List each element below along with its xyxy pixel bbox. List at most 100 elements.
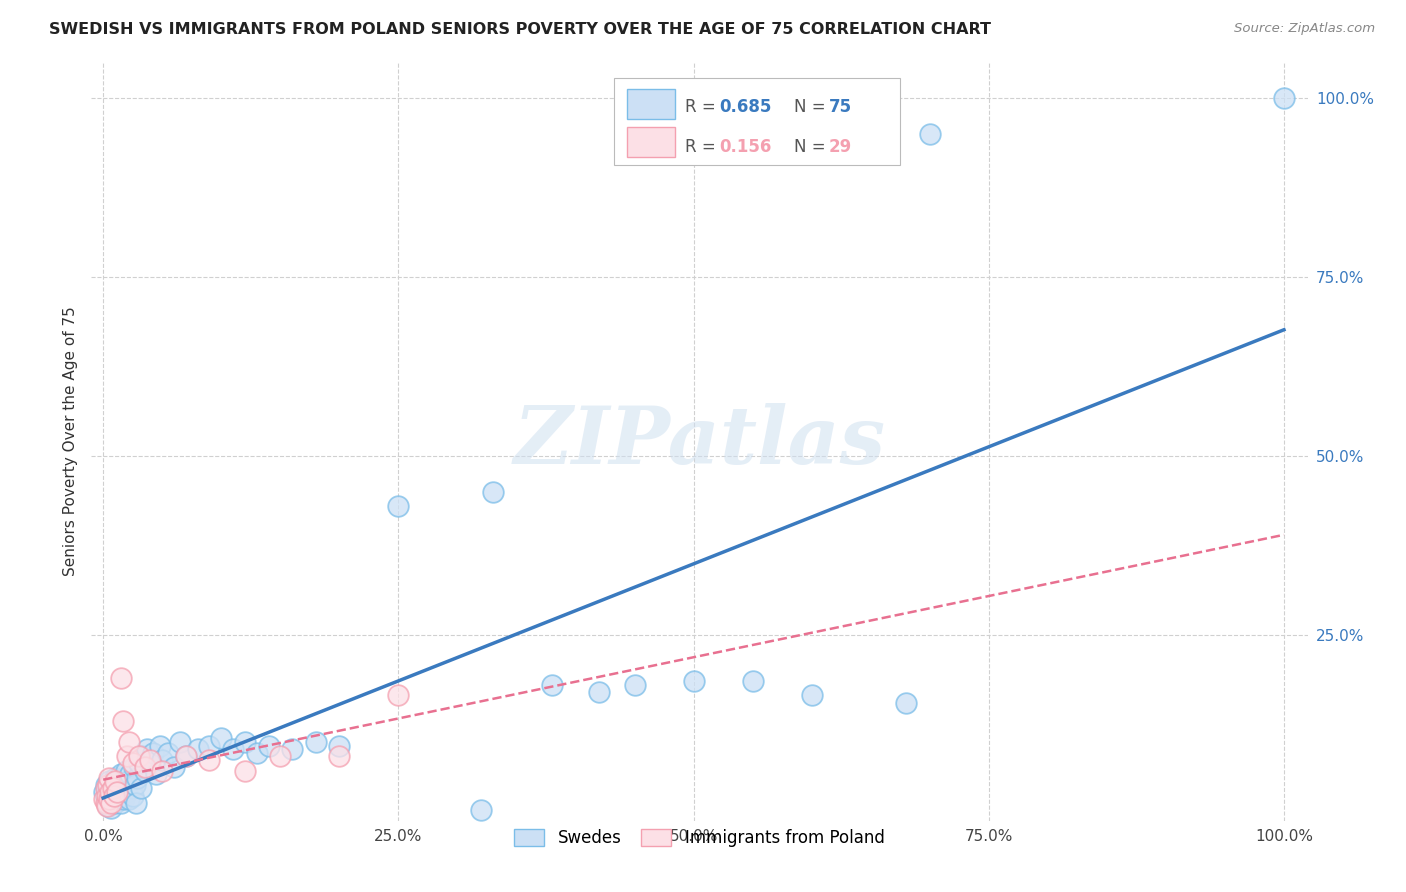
Point: [101, 792, 124, 806]
Point: [115, 785, 138, 799]
Point: [104, 796, 127, 810]
Point: [96, 781, 118, 796]
Point: [96, 789, 118, 803]
Point: [96, 796, 118, 810]
Point: [108, 785, 131, 799]
Point: [115, 749, 138, 764]
Point: [222, 742, 245, 756]
Point: [387, 499, 409, 513]
Point: [114, 792, 136, 806]
FancyBboxPatch shape: [614, 78, 900, 165]
Point: [246, 746, 269, 760]
Point: [187, 742, 209, 756]
Text: 29: 29: [828, 137, 852, 155]
Point: [97, 799, 120, 814]
Point: [118, 792, 141, 806]
Point: [198, 753, 221, 767]
Text: R =: R =: [685, 98, 721, 116]
Point: [281, 742, 304, 756]
Point: [121, 781, 143, 796]
Point: [101, 781, 124, 796]
Point: [209, 731, 232, 746]
Point: [98, 774, 121, 789]
Point: [269, 749, 291, 764]
Text: Source: ZipAtlas.com: Source: ZipAtlas.com: [1234, 22, 1375, 36]
Point: [482, 484, 505, 499]
Point: [121, 789, 143, 803]
Point: [157, 746, 180, 760]
Point: [139, 753, 162, 767]
Point: [98, 792, 121, 806]
Point: [105, 785, 128, 799]
FancyBboxPatch shape: [627, 127, 675, 157]
Point: [129, 781, 152, 796]
Point: [894, 696, 917, 710]
Legend: Swedes, Immigrants from Poland: Swedes, Immigrants from Poland: [508, 822, 891, 854]
Y-axis label: Seniors Poverty Over the Age of 75: Seniors Poverty Over the Age of 75: [62, 307, 77, 576]
Point: [122, 760, 145, 774]
Point: [101, 778, 124, 792]
Point: [93, 792, 115, 806]
Point: [541, 678, 564, 692]
Point: [233, 764, 256, 778]
Point: [100, 801, 122, 815]
Point: [174, 749, 197, 764]
Point: [110, 767, 132, 781]
Point: [125, 796, 148, 810]
Point: [128, 749, 150, 764]
Point: [93, 785, 115, 799]
Text: N =: N =: [794, 137, 831, 155]
Point: [98, 796, 121, 810]
Point: [94, 781, 117, 796]
Point: [94, 778, 117, 792]
Point: [103, 785, 125, 799]
Point: [682, 674, 704, 689]
Point: [918, 127, 941, 141]
Text: 0.685: 0.685: [718, 98, 772, 116]
Point: [1272, 91, 1295, 105]
Point: [128, 756, 150, 771]
Point: [98, 771, 121, 785]
Point: [110, 796, 132, 810]
Point: [117, 774, 139, 789]
Point: [107, 792, 129, 806]
Point: [588, 685, 610, 699]
Text: 75: 75: [828, 98, 852, 116]
Point: [107, 774, 129, 789]
Point: [198, 739, 221, 753]
Point: [104, 774, 127, 789]
Text: R =: R =: [685, 137, 721, 155]
Point: [124, 778, 146, 792]
Text: ZIPatlas: ZIPatlas: [513, 403, 886, 480]
Point: [134, 760, 156, 774]
Point: [100, 796, 122, 810]
Point: [98, 789, 121, 803]
Point: [112, 714, 135, 728]
Point: [127, 771, 149, 785]
Text: SWEDISH VS IMMIGRANTS FROM POLAND SENIORS POVERTY OVER THE AGE OF 75 CORRELATION: SWEDISH VS IMMIGRANTS FROM POLAND SENIOR…: [49, 22, 991, 37]
Point: [94, 796, 117, 810]
Point: [104, 771, 127, 785]
Point: [169, 735, 191, 749]
Point: [328, 749, 350, 764]
Point: [100, 781, 122, 796]
Point: [150, 753, 173, 767]
Point: [105, 789, 128, 803]
Point: [139, 756, 162, 771]
Point: [233, 735, 256, 749]
Point: [145, 767, 167, 781]
Point: [110, 671, 132, 685]
Point: [103, 789, 125, 803]
Point: [328, 739, 350, 753]
Point: [98, 785, 121, 799]
Point: [387, 689, 409, 703]
Point: [623, 678, 645, 692]
Point: [800, 689, 823, 703]
Point: [111, 789, 134, 803]
Point: [150, 764, 173, 778]
Point: [97, 785, 120, 799]
Text: N =: N =: [794, 98, 831, 116]
Point: [470, 803, 492, 817]
FancyBboxPatch shape: [627, 89, 675, 120]
Point: [741, 674, 763, 689]
